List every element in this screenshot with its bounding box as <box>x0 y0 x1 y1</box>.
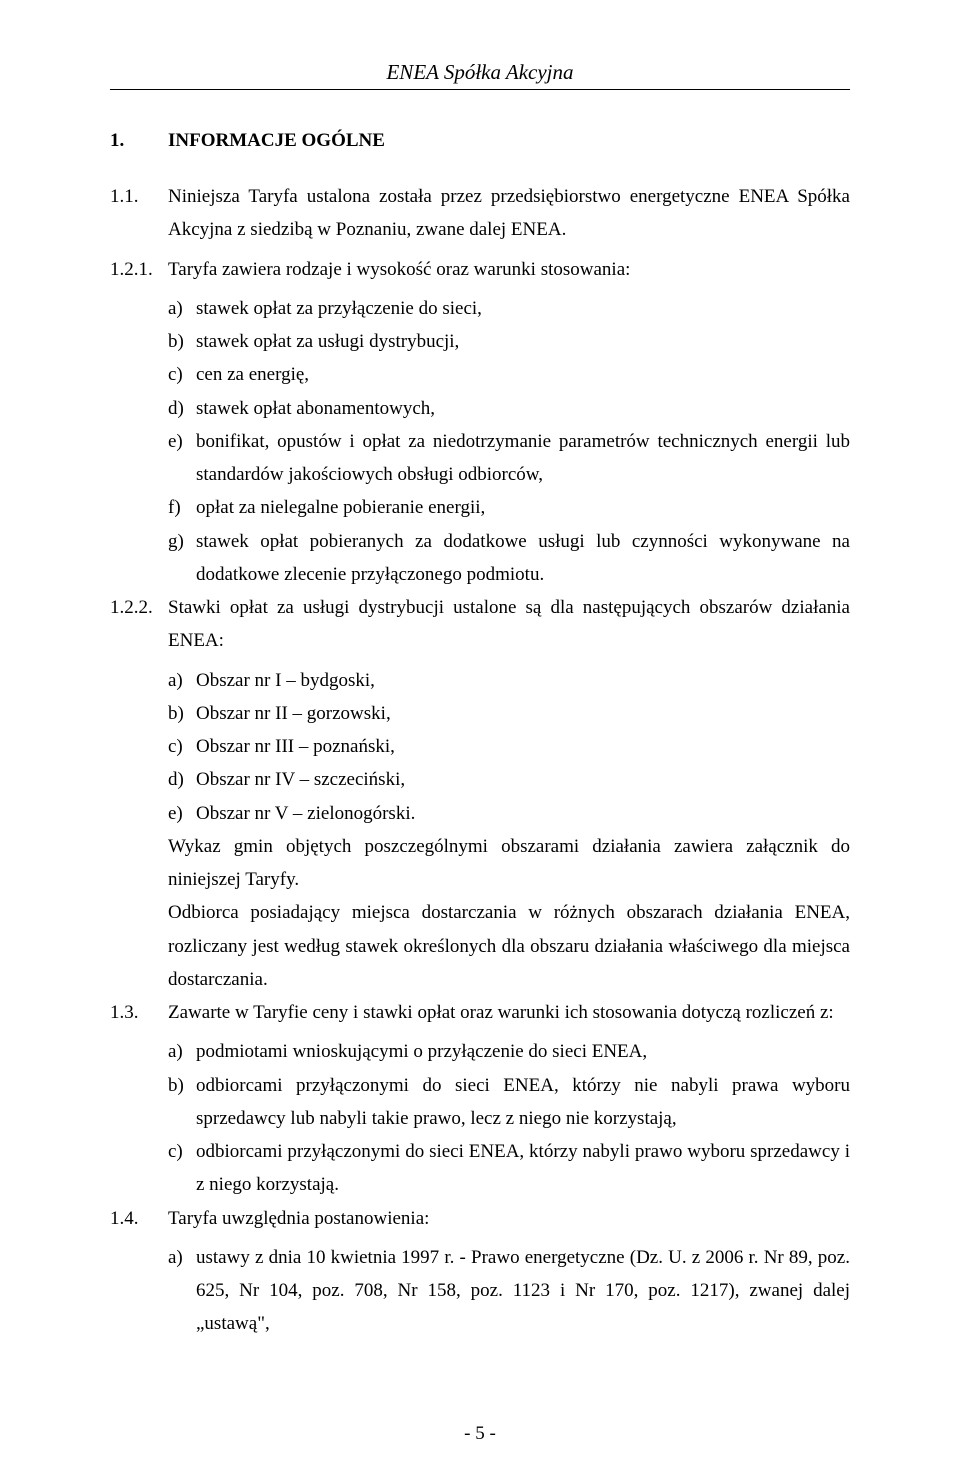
list-text: stawek opłat za usługi dystrybucji, <box>196 325 850 358</box>
list-mark: a) <box>168 1241 196 1341</box>
list-mark: a) <box>168 664 196 697</box>
list-text: Obszar nr I – bydgoski, <box>196 664 850 697</box>
list-mark: c) <box>168 730 196 763</box>
list-mark: e) <box>168 797 196 830</box>
list-item: b)stawek opłat za usługi dystrybucji, <box>168 325 850 358</box>
list-item: g)stawek opłat pobieranych za dodatkowe … <box>168 525 850 592</box>
para-text: Taryfa zawiera rodzaje i wysokość oraz w… <box>168 253 850 286</box>
section-number: 1. <box>110 130 168 152</box>
list-text: opłat za nielegalne pobieranie energii, <box>196 491 850 524</box>
list-text: odbiorcami przyłączonymi do sieci ENEA, … <box>196 1069 850 1136</box>
list-text: Obszar nr IV – szczeciński, <box>196 763 850 796</box>
page-number: - 5 - <box>0 1423 960 1445</box>
list-item: c)Obszar nr III – poznański, <box>168 730 850 763</box>
list-item: f)opłat za nielegalne pobieranie energii… <box>168 491 850 524</box>
list-item: c)odbiorcami przyłączonymi do sieci ENEA… <box>168 1135 850 1202</box>
paragraph-1-1: 1.1. Niniejsza Taryfa ustalona została p… <box>110 180 850 247</box>
header-divider <box>110 89 850 90</box>
paragraph-1-4: 1.4. Taryfa uwzględnia postanowienia: <box>110 1202 850 1235</box>
list-item: c)cen za energię, <box>168 358 850 391</box>
list-text: stawek opłat za przyłączenie do sieci, <box>196 292 850 325</box>
list-mark: d) <box>168 763 196 796</box>
list-text: Obszar nr V – zielonogórski. <box>196 797 850 830</box>
list-item: a)stawek opłat za przyłączenie do sieci, <box>168 292 850 325</box>
list-text: stawek opłat abonamentowych, <box>196 392 850 425</box>
para-1-2-2-note1: Wykaz gmin objętych poszczególnymi obsza… <box>168 830 850 897</box>
list-1-2-1: a)stawek opłat za przyłączenie do sieci,… <box>168 292 850 591</box>
para-1-2-2-note2: Odbiorca posiadający miejsca dostarczani… <box>168 896 850 996</box>
list-text: stawek opłat pobieranych za dodatkowe us… <box>196 525 850 592</box>
list-item: a)Obszar nr I – bydgoski, <box>168 664 850 697</box>
paragraph-1-2-1: 1.2.1. Taryfa zawiera rodzaje i wysokość… <box>110 253 850 286</box>
list-mark: a) <box>168 292 196 325</box>
list-mark: c) <box>168 1135 196 1202</box>
list-item: e)Obszar nr V – zielonogórski. <box>168 797 850 830</box>
list-item: d)Obszar nr IV – szczeciński, <box>168 763 850 796</box>
header-company: ENEA Spółka Akcyjna <box>110 60 850 85</box>
list-mark: b) <box>168 325 196 358</box>
list-mark: f) <box>168 491 196 524</box>
para-num: 1.4. <box>110 1202 168 1235</box>
list-text: odbiorcami przyłączonymi do sieci ENEA, … <box>196 1135 850 1202</box>
list-text: ustawy z dnia 10 kwietnia 1997 r. - Praw… <box>196 1241 850 1341</box>
list-mark: a) <box>168 1035 196 1068</box>
list-item: b)Obszar nr II – gorzowski, <box>168 697 850 730</box>
section-title: INFORMACJE OGÓLNE <box>168 130 385 151</box>
list-mark: b) <box>168 1069 196 1136</box>
list-mark: g) <box>168 525 196 592</box>
paragraph-1-2-2: 1.2.2. Stawki opłat za usługi dystrybucj… <box>110 591 850 658</box>
para-num: 1.2.1. <box>110 253 168 286</box>
list-text: cen za energię, <box>196 358 850 391</box>
para-num: 1.2.2. <box>110 591 168 658</box>
para-text: Niniejsza Taryfa ustalona została przez … <box>168 180 850 247</box>
list-item: a)ustawy z dnia 10 kwietnia 1997 r. - Pr… <box>168 1241 850 1341</box>
para-text: Zawarte w Taryfie ceny i stawki opłat or… <box>168 996 850 1029</box>
list-text: bonifikat, opustów i opłat za niedotrzym… <box>196 425 850 492</box>
list-1-4: a)ustawy z dnia 10 kwietnia 1997 r. - Pr… <box>168 1241 850 1341</box>
list-item: a)podmiotami wnioskującymi o przyłączeni… <box>168 1035 850 1068</box>
list-mark: c) <box>168 358 196 391</box>
list-1-3: a)podmiotami wnioskującymi o przyłączeni… <box>168 1035 850 1201</box>
para-num: 1.1. <box>110 180 168 247</box>
list-text: Obszar nr II – gorzowski, <box>196 697 850 730</box>
list-item: d)stawek opłat abonamentowych, <box>168 392 850 425</box>
list-item: e)bonifikat, opustów i opłat za niedotrz… <box>168 425 850 492</box>
paragraph-1-3: 1.3. Zawarte w Taryfie ceny i stawki opł… <box>110 996 850 1029</box>
section-heading: 1.INFORMACJE OGÓLNE <box>110 130 850 152</box>
para-num: 1.3. <box>110 996 168 1029</box>
list-text: Obszar nr III – poznański, <box>196 730 850 763</box>
list-mark: d) <box>168 392 196 425</box>
list-mark: e) <box>168 425 196 492</box>
list-1-2-2: a)Obszar nr I – bydgoski, b)Obszar nr II… <box>168 664 850 830</box>
list-item: b)odbiorcami przyłączonymi do sieci ENEA… <box>168 1069 850 1136</box>
list-text: podmiotami wnioskującymi o przyłączenie … <box>196 1035 850 1068</box>
para-text: Taryfa uwzględnia postanowienia: <box>168 1202 850 1235</box>
list-mark: b) <box>168 697 196 730</box>
para-text: Stawki opłat za usługi dystrybucji ustal… <box>168 591 850 658</box>
